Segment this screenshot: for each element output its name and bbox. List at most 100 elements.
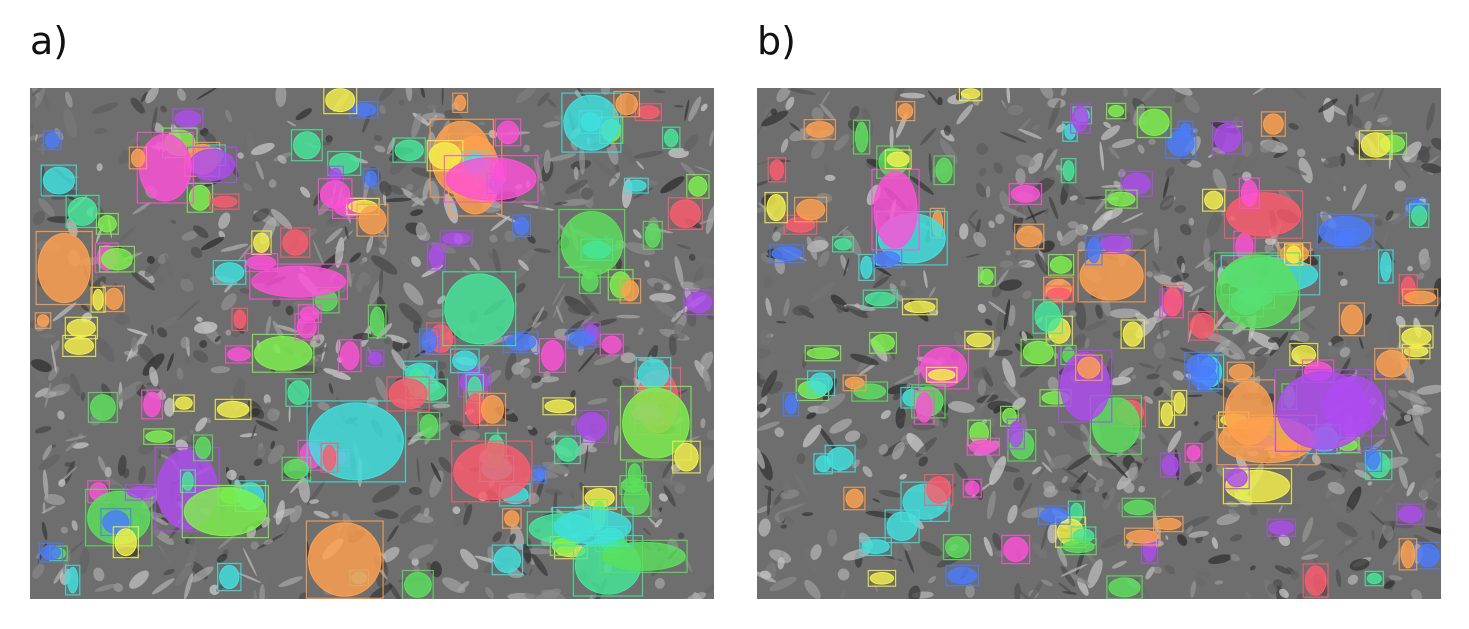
- texture-grain: [654, 518, 663, 528]
- texture-grain: [759, 407, 771, 418]
- segmented-particle-mask: [766, 194, 786, 222]
- texture-grain: [193, 321, 218, 334]
- texture-grain: [104, 466, 112, 478]
- particle-bounding-box: [40, 164, 77, 197]
- texture-grain: [913, 365, 923, 376]
- segmented-particle-mask: [40, 544, 61, 561]
- texture-grain: [447, 420, 464, 426]
- texture-grain: [552, 294, 564, 319]
- texture-grain: [965, 584, 975, 598]
- particle-bounding-box: [782, 392, 800, 417]
- particle-bounding-box: [962, 478, 982, 498]
- texture-grain: [151, 516, 169, 526]
- texture-grain: [527, 235, 536, 244]
- texture-grain: [579, 292, 600, 315]
- particle-bounding-box: [933, 155, 955, 186]
- texture-grain: [255, 420, 278, 432]
- particle-bounding-box: [599, 539, 688, 573]
- particle-bounding-box: [285, 378, 312, 407]
- particle-bounding-box: [793, 196, 828, 223]
- texture-grain: [992, 532, 1003, 551]
- segmented-particle-mask: [1340, 304, 1363, 335]
- texture-grain: [250, 541, 259, 550]
- segmented-particle-mask: [214, 262, 245, 283]
- texture-grain: [1095, 478, 1104, 488]
- texture-grain: [993, 162, 1003, 174]
- texture-grain: [1184, 95, 1200, 114]
- particle-bounding-box: [65, 194, 100, 229]
- texture-grain: [663, 485, 676, 507]
- texture-grain: [692, 278, 714, 289]
- texture-grain: [532, 588, 561, 599]
- segmented-particle-mask: [1122, 321, 1143, 347]
- texture-grain: [1222, 321, 1240, 331]
- texture-grain: [787, 88, 817, 95]
- texture-grain: [411, 92, 421, 103]
- texture-grain: [1383, 580, 1395, 589]
- texture-grain: [642, 527, 651, 536]
- texture-grain: [999, 191, 1010, 209]
- texture-grain: [1181, 262, 1185, 273]
- texture-grain: [1225, 340, 1246, 360]
- texture-grain: [818, 393, 846, 413]
- texture-grain: [1032, 124, 1040, 131]
- segmented-particle-mask: [90, 394, 116, 421]
- particle-bounding-box: [305, 520, 384, 599]
- texture-grain: [411, 167, 440, 179]
- texture-grain: [1391, 208, 1413, 225]
- particle-bounding-box: [803, 119, 837, 140]
- particle-bounding-box: [851, 381, 889, 402]
- texture-grain: [284, 522, 290, 535]
- texture-grain: [430, 462, 442, 483]
- texture-grain: [1015, 154, 1036, 168]
- particle-bounding-box: [1358, 130, 1393, 160]
- texture-grain: [1402, 141, 1422, 161]
- texture-grain: [761, 110, 789, 127]
- particle-bounding-box: [64, 564, 81, 596]
- texture-grain: [1307, 470, 1326, 481]
- particle-bounding-box: [186, 182, 214, 213]
- texture-grain: [776, 88, 792, 103]
- texture-grain: [969, 397, 987, 422]
- particle-bounding-box: [859, 537, 892, 557]
- texture-grain: [837, 568, 850, 581]
- texture-grain: [1060, 88, 1067, 96]
- texture-grain: [389, 155, 408, 175]
- segmented-particle-mask: [644, 223, 661, 248]
- segmented-particle-mask: [307, 522, 382, 597]
- particle-bounding-box: [1158, 400, 1176, 429]
- particle-bounding-box: [542, 397, 577, 416]
- texture-grain: [545, 488, 564, 496]
- particle-bounding-box: [925, 366, 958, 383]
- texture-grain: [1383, 317, 1390, 344]
- texture-grain: [1152, 566, 1162, 574]
- texture-grain: [1397, 390, 1427, 405]
- segmented-particle-mask: [1268, 520, 1294, 535]
- particle-bounding-box: [327, 150, 362, 176]
- texture-grain: [649, 292, 676, 303]
- texture-grain: [915, 437, 937, 458]
- segmented-particle-mask: [935, 157, 953, 184]
- segmented-particle-mask: [960, 88, 981, 100]
- particle-bounding-box: [1070, 103, 1091, 134]
- segmented-particle-mask: [664, 128, 679, 148]
- texture-grain: [928, 286, 936, 298]
- texture-grain: [1249, 506, 1258, 516]
- texture-grain: [1389, 401, 1404, 414]
- particle-bounding-box: [1396, 503, 1425, 526]
- particle-bounding-box: [869, 331, 897, 354]
- particle-bounding-box: [217, 562, 242, 592]
- segmented-particle-mask: [1010, 185, 1040, 203]
- texture-grain: [789, 122, 801, 132]
- texture-grain: [289, 505, 302, 523]
- texture-grain: [1426, 102, 1435, 131]
- texture-grain: [1075, 224, 1088, 236]
- segmented-particle-mask: [1276, 371, 1371, 450]
- particle-bounding-box: [1058, 349, 1113, 423]
- texture-grain: [1373, 88, 1385, 111]
- texture-grain: [1002, 358, 1016, 388]
- texture-grain: [378, 269, 383, 294]
- texture-grain: [840, 588, 846, 599]
- texture-grain: [1367, 481, 1373, 486]
- texture-grain: [452, 506, 461, 515]
